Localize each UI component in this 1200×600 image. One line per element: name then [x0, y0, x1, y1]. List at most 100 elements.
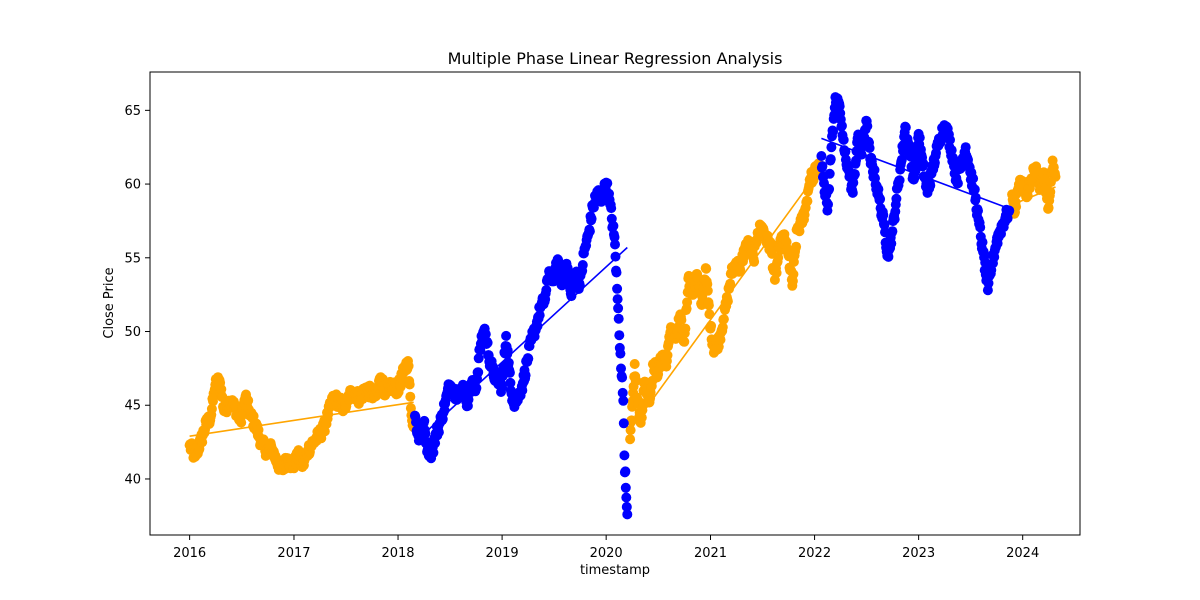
data-point [890, 199, 901, 210]
series-phase-0 [184, 155, 1061, 476]
data-point [929, 157, 940, 168]
y-tick-label: 50 [124, 325, 141, 340]
data-point [503, 357, 514, 368]
data-point [405, 391, 416, 402]
data-point [980, 257, 991, 268]
data-point [622, 509, 633, 520]
data-point [875, 194, 886, 204]
data-point [395, 381, 406, 392]
data-point [834, 101, 845, 112]
data-point [824, 184, 835, 194]
data-point [886, 238, 897, 249]
data-point [856, 148, 866, 159]
data-point [817, 161, 828, 172]
data-point [517, 385, 528, 396]
series-phase-1 [409, 92, 1015, 520]
y-tick-label: 40 [124, 472, 141, 487]
data-point [847, 185, 858, 196]
data-point [894, 175, 905, 186]
x-tick-label: 2024 [1006, 546, 1039, 561]
data-point [701, 263, 712, 274]
data-point [574, 278, 585, 289]
data-point [676, 315, 687, 325]
data-point [610, 251, 621, 262]
data-point [473, 353, 484, 364]
data-point [636, 412, 647, 423]
plot-area [184, 92, 1061, 520]
data-point [749, 256, 760, 267]
data-point [900, 122, 911, 133]
data-point [824, 168, 835, 179]
data-point [823, 199, 833, 210]
data-point [788, 269, 799, 280]
y-axis: 40 45 50 55 60 65 [124, 104, 150, 487]
x-tick-label: 2018 [381, 546, 414, 561]
data-point [610, 239, 620, 250]
data-point [791, 241, 802, 252]
data-point [621, 501, 632, 512]
data-point [502, 345, 513, 356]
data-point [840, 146, 851, 157]
x-tick-label: 2020 [590, 546, 623, 561]
x-tick-label: 2023 [902, 546, 935, 561]
x-tick-label: 2017 [277, 546, 310, 561]
data-point [661, 361, 672, 372]
data-point [765, 237, 776, 248]
data-point [864, 143, 875, 153]
data-point [629, 359, 640, 369]
data-point [403, 360, 414, 371]
y-tick-label: 55 [124, 251, 141, 266]
data-point [879, 220, 890, 230]
data-point [619, 450, 630, 461]
data-point [523, 353, 534, 364]
data-point [613, 303, 624, 314]
data-point [914, 132, 925, 143]
data-point [586, 213, 597, 224]
x-tick-label: 2021 [694, 546, 727, 561]
data-point [715, 334, 726, 345]
data-point [836, 120, 847, 131]
data-point [473, 367, 484, 378]
data-point [216, 384, 227, 395]
data-point [625, 425, 636, 436]
data-point [532, 321, 543, 332]
data-point [873, 184, 884, 195]
data-point [816, 151, 827, 161]
data-point [851, 155, 861, 166]
data-point [970, 192, 981, 203]
data-point [243, 395, 254, 406]
x-axis: 2016 2017 2018 2019 2020 2021 2022 2023 2024 [173, 535, 1039, 561]
data-point [889, 214, 900, 225]
data-point [577, 260, 588, 270]
data-point [1045, 186, 1056, 197]
data-point [501, 330, 512, 341]
data-point [704, 309, 715, 320]
data-point [480, 329, 491, 340]
data-point [1003, 206, 1014, 217]
data-point [419, 415, 430, 426]
plot-frame [149, 71, 1081, 536]
data-point [794, 226, 805, 237]
data-point [482, 337, 493, 348]
data-point [584, 226, 595, 237]
y-axis-title: Close Price [102, 267, 117, 338]
data-point [946, 145, 957, 156]
data-point [952, 178, 963, 189]
data-point [539, 296, 550, 307]
data-point [652, 371, 663, 382]
data-point [614, 330, 625, 341]
data-point [602, 178, 613, 189]
data-point [1043, 203, 1054, 214]
data-point [662, 350, 673, 361]
data-point [718, 314, 729, 325]
data-point [613, 313, 624, 324]
y-tick-label: 60 [124, 178, 141, 193]
data-point [918, 158, 929, 169]
data-point [945, 134, 955, 145]
x-tick-label: 2016 [173, 546, 206, 561]
regression-line [414, 246, 628, 443]
data-point [614, 342, 625, 353]
data-point [625, 434, 636, 445]
data-point [717, 322, 728, 333]
x-axis-title: timestamp [580, 563, 650, 578]
